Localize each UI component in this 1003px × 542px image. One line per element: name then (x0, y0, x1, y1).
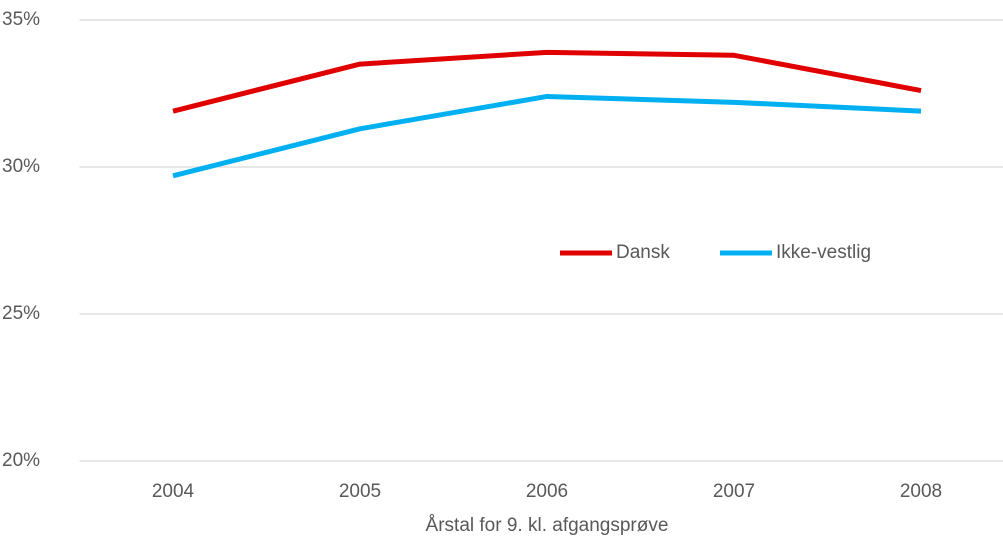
y-tick-label: 20% (2, 450, 40, 471)
x-tick-label: 2007 (713, 481, 755, 502)
legend-label: Dansk (616, 242, 670, 263)
line-series (172, 93, 922, 179)
y-tick-label: 25% (2, 303, 40, 324)
legend-label: Ikke-vestlig (776, 242, 871, 263)
y-tick-label: 35% (2, 9, 40, 30)
x-tick-label: 2004 (152, 481, 195, 502)
x-axis-label: Årstal for 9. kl. afgangsprøve (426, 515, 669, 536)
y-tick-label: 30% (2, 156, 40, 177)
x-tick-label: 2008 (900, 481, 942, 502)
x-tick-label: 2005 (339, 481, 381, 502)
x-tick-label: 2006 (526, 481, 568, 502)
line-series (172, 49, 922, 114)
